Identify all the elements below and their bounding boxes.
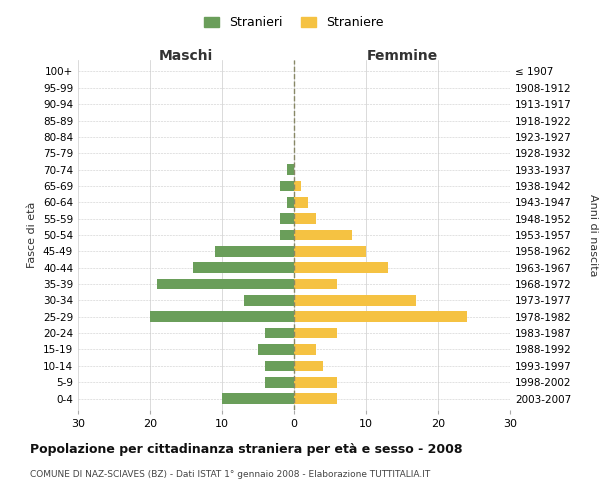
- Bar: [294, 180, 301, 191]
- Bar: [157, 279, 294, 289]
- Text: COMUNE DI NAZ-SCIAVES (BZ) - Dati ISTAT 1° gennaio 2008 - Elaborazione TUTTITALI: COMUNE DI NAZ-SCIAVES (BZ) - Dati ISTAT …: [30, 470, 430, 479]
- Bar: [294, 312, 467, 322]
- Bar: [294, 360, 323, 371]
- Bar: [294, 197, 308, 207]
- Text: Femmine: Femmine: [367, 50, 437, 64]
- Bar: [280, 214, 294, 224]
- Bar: [280, 230, 294, 240]
- Bar: [287, 164, 294, 175]
- Bar: [294, 393, 337, 404]
- Bar: [294, 246, 366, 256]
- Legend: Stranieri, Straniere: Stranieri, Straniere: [199, 11, 389, 34]
- Y-axis label: Fasce di età: Fasce di età: [28, 202, 37, 268]
- Bar: [294, 344, 316, 355]
- Bar: [280, 180, 294, 191]
- Bar: [294, 328, 337, 338]
- Text: Popolazione per cittadinanza straniera per età e sesso - 2008: Popolazione per cittadinanza straniera p…: [30, 442, 463, 456]
- Bar: [222, 393, 294, 404]
- Bar: [265, 377, 294, 388]
- Bar: [265, 360, 294, 371]
- Bar: [215, 246, 294, 256]
- Bar: [193, 262, 294, 273]
- Bar: [287, 197, 294, 207]
- Text: Maschi: Maschi: [159, 50, 213, 64]
- Bar: [294, 214, 316, 224]
- Bar: [150, 312, 294, 322]
- Bar: [244, 295, 294, 306]
- Bar: [265, 328, 294, 338]
- Bar: [294, 230, 352, 240]
- Bar: [294, 377, 337, 388]
- Bar: [258, 344, 294, 355]
- Bar: [294, 279, 337, 289]
- Bar: [294, 295, 416, 306]
- Bar: [294, 262, 388, 273]
- Y-axis label: Anni di nascita: Anni di nascita: [588, 194, 598, 276]
